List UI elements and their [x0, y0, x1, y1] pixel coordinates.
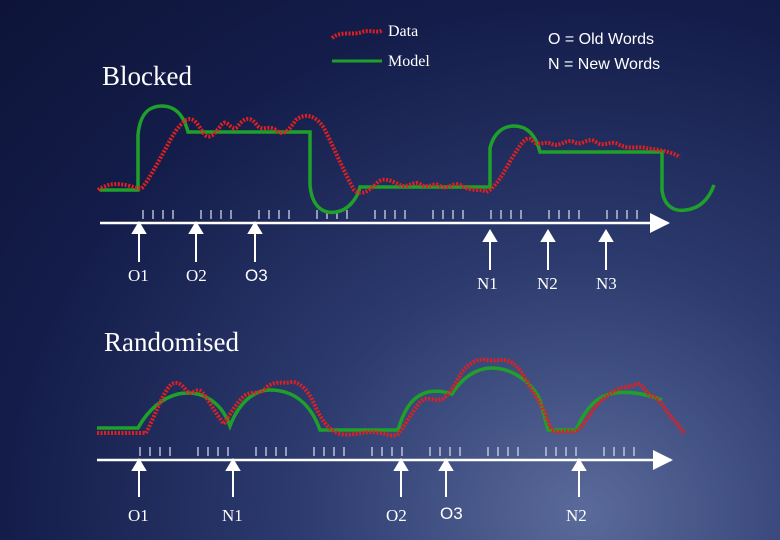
randomised-marker-label-o3: O3 [440, 504, 463, 523]
blocked-marker-label-n2: N2 [537, 274, 558, 293]
legend-data-label: Data [388, 23, 419, 40]
key-new-words: N = New Words [548, 56, 661, 73]
blocked-marker-label-n1: N1 [477, 274, 498, 293]
blocked-marker-arrows [131, 221, 614, 270]
blocked-heading: Blocked [102, 61, 192, 91]
key-old-words: O = Old Words [548, 31, 654, 48]
randomised-marker-label-o2: O2 [386, 506, 407, 525]
randomised-marker-label-n2: N2 [566, 506, 587, 525]
blocked-marker-label-o2: O2 [186, 266, 207, 285]
blocked-timeline [100, 210, 670, 233]
randomised-marker-arrows [131, 458, 587, 497]
randomised-model-curve [97, 366, 663, 432]
blocked-data-curve [96, 113, 682, 195]
blocked-model-curve [100, 104, 716, 215]
randomised-marker-label-n1: N1 [222, 506, 243, 525]
blocked-marker-label-o1: O1 [128, 266, 149, 285]
randomised-data-curve [97, 357, 686, 438]
randomised-timeline [97, 447, 673, 470]
blocked-marker-label-n3: N3 [596, 274, 617, 293]
blocked-marker-label-o3: O3 [245, 266, 268, 285]
randomised-marker-label-o1: O1 [128, 506, 149, 525]
legend-data-swatch [330, 28, 384, 40]
legend-model-label: Model [388, 53, 430, 70]
randomised-heading: Randomised [104, 327, 239, 357]
